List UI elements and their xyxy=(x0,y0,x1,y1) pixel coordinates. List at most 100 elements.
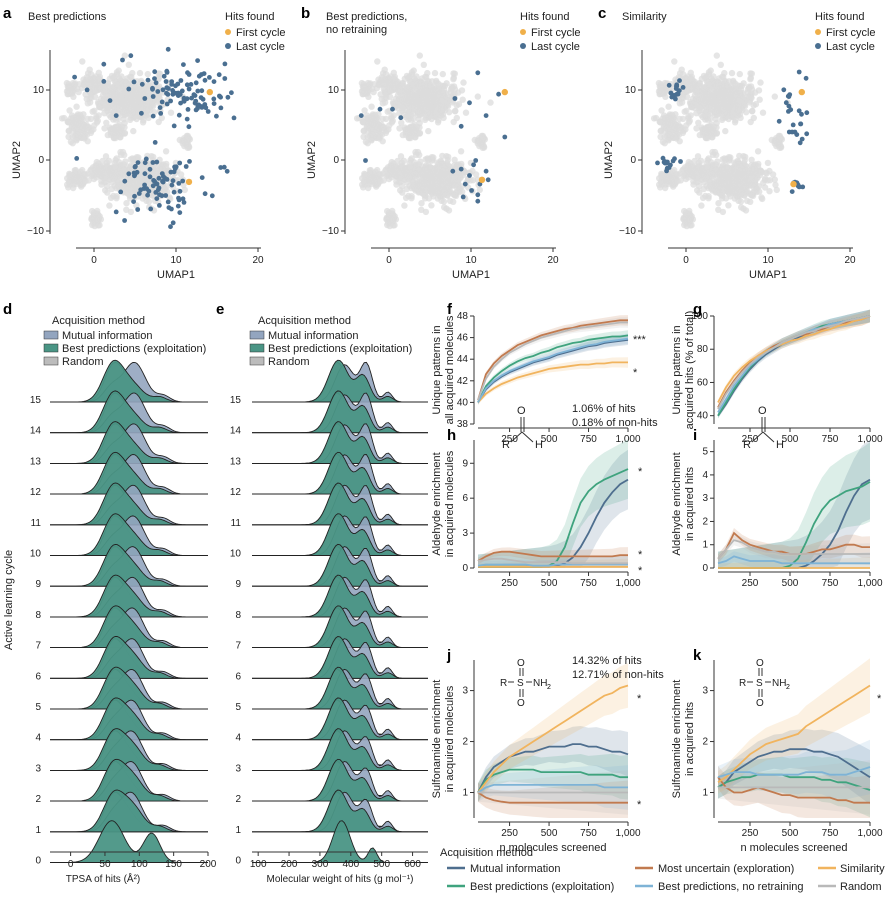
background-point xyxy=(389,163,396,170)
background-point xyxy=(381,66,388,73)
umap-panel-c: c Similarity Hits found First cycle Last… xyxy=(598,5,876,281)
background-point xyxy=(419,190,427,197)
background-point xyxy=(180,181,187,189)
background-point xyxy=(139,85,147,92)
background-point xyxy=(474,93,481,100)
background-point xyxy=(447,86,455,93)
background-point xyxy=(377,178,384,185)
background-point xyxy=(428,202,435,209)
background-point xyxy=(450,198,457,205)
last-cycle-hit xyxy=(669,94,675,100)
background-point xyxy=(83,74,91,81)
legend-swatch-exploit xyxy=(43,343,59,353)
last-cycle-hit xyxy=(163,193,169,198)
background-point xyxy=(86,66,93,73)
panel-a-legend-last: Last cycle xyxy=(236,41,285,53)
y-tick-label: 48 xyxy=(457,311,469,322)
x-tick-label: 10 xyxy=(170,255,182,266)
last-cycle-hit xyxy=(145,77,151,83)
last-cycle-hit xyxy=(168,224,173,230)
background-point xyxy=(725,202,732,209)
last-cycle-hit xyxy=(164,177,170,182)
last-cycle-hit xyxy=(804,131,810,137)
background-point xyxy=(129,90,137,97)
background-point xyxy=(721,90,729,97)
last-cycle-hit xyxy=(147,166,153,172)
background-point xyxy=(390,69,397,77)
background-point xyxy=(735,171,743,178)
last-cycle-hit xyxy=(398,115,404,121)
ridge-x-tick-label: 50 xyxy=(99,859,111,870)
cycle-label: 2 xyxy=(235,794,241,805)
background-point xyxy=(177,171,185,178)
background-point xyxy=(184,136,191,143)
background-point xyxy=(446,109,453,116)
last-cycle-hit xyxy=(195,106,200,111)
last-cycle-hit xyxy=(185,70,190,76)
background-point xyxy=(184,140,191,147)
background-point xyxy=(108,168,115,176)
background-point xyxy=(721,69,728,77)
background-point xyxy=(416,52,423,59)
last-cycle-hit xyxy=(483,168,489,174)
last-cycle-hit xyxy=(132,173,137,179)
last-cycle-hit xyxy=(177,210,183,216)
background-point xyxy=(103,119,110,127)
background-point xyxy=(70,184,77,192)
background-point xyxy=(79,58,86,65)
last-cycle-hit xyxy=(207,75,212,80)
cycle-label: 14 xyxy=(230,426,242,437)
background-point xyxy=(412,151,420,158)
last-cycle-hit xyxy=(218,105,224,111)
background-point xyxy=(665,103,672,110)
last-cycle-hit xyxy=(168,169,174,175)
background-point xyxy=(462,109,470,116)
background-point xyxy=(66,107,73,114)
ridge-x-tick-label: 0 xyxy=(68,859,74,870)
last-cycle-hit xyxy=(195,88,201,94)
last-cycle-hit xyxy=(788,107,794,113)
last-cycle-hit xyxy=(173,90,179,96)
background-point xyxy=(731,166,738,174)
background-point xyxy=(87,167,94,174)
background-point xyxy=(136,69,144,77)
background-point xyxy=(661,114,669,122)
background-point xyxy=(452,107,459,115)
last-cycle-hit xyxy=(135,160,141,166)
background-point xyxy=(707,67,714,74)
background-point xyxy=(127,208,135,216)
background-point xyxy=(730,93,738,101)
background-point xyxy=(401,202,408,209)
panel-b-legend-first: First cycle xyxy=(531,27,581,39)
ridge-panel-d: d Acquisition method Mutual information … xyxy=(3,301,217,885)
background-point xyxy=(686,217,693,225)
last-cycle-hit xyxy=(181,98,187,103)
last-cycle-hit xyxy=(485,177,491,183)
background-point xyxy=(424,109,431,116)
background-point xyxy=(443,80,450,87)
last-cycle-hit xyxy=(799,111,804,117)
ridge-exploit-cycle-0 xyxy=(252,820,428,863)
background-point xyxy=(736,192,744,199)
last-cycle-hit xyxy=(120,57,125,63)
y-tick-label: 0 xyxy=(630,155,636,166)
cycle-label: 3 xyxy=(235,763,241,774)
last-cycle-hit xyxy=(176,112,182,118)
background-point xyxy=(389,169,397,177)
last-cycle-hit xyxy=(171,123,177,129)
last-cycle-hit xyxy=(222,61,228,67)
background-point xyxy=(422,164,429,171)
last-cycle-hit xyxy=(363,158,368,163)
background-point xyxy=(360,127,367,135)
background-point xyxy=(125,61,132,68)
last-cycle-hit xyxy=(185,107,191,112)
background-point xyxy=(673,131,681,138)
last-cycle-hit xyxy=(150,94,156,99)
background-point xyxy=(393,81,400,88)
cycle-label: 10 xyxy=(30,549,42,560)
last-cycle-hit xyxy=(128,53,134,59)
last-cycle-hit xyxy=(450,168,456,174)
last-cycle-hit xyxy=(142,96,148,101)
background-point xyxy=(708,170,715,178)
